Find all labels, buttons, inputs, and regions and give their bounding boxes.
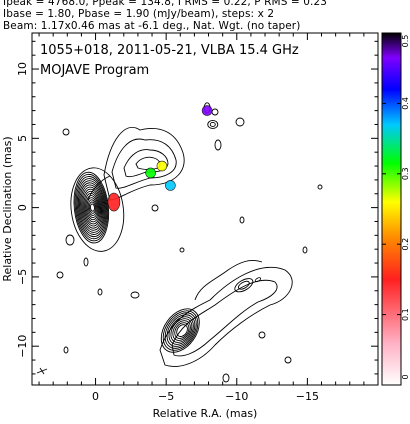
knot-contour [162,310,199,351]
noise-contour [235,117,245,127]
lobe-contour [234,278,254,293]
contour-layer [56,102,323,383]
core-contour [85,195,99,221]
x-tick-label: −5 [158,390,174,403]
noise-contour [63,346,69,354]
noise-contour [130,291,140,299]
colorbar-tick-label: 0 [401,374,410,379]
polarization-patch [165,180,176,191]
axis-ticks: 0 −5 −10 −15 10 5 0 −5 −10 [16,33,378,403]
blob-contour [209,122,216,127]
knot-contour [172,320,191,341]
jet-contour [87,175,111,201]
core-contour [87,199,97,216]
polarization-patch [201,105,213,116]
noise-contour [302,246,308,254]
header-line-2: Ibase = 1.80, Pbase = 1.90 (mJy/beam), s… [3,8,275,20]
knot-contour [164,312,197,349]
core-contour [77,180,106,235]
noise-contour [56,271,64,279]
colorbar [381,32,402,386]
noise-contour [284,356,292,364]
core-contour [75,176,108,240]
x-tick-label: −15 [296,390,319,403]
chart-title: 1055+018, 2011-05-21, VLBA 15.4 GHz [40,43,299,58]
y-tick-label: −10 [16,335,29,358]
jet-contour [103,127,185,201]
lobe-contour [159,266,293,367]
core-contour [82,188,102,227]
knot-contour [174,322,190,339]
core-contour [76,178,107,238]
lobe-contour [237,280,250,290]
noise-contour [179,247,185,253]
core-contour [70,167,125,252]
lobe-contour [254,277,262,283]
chart-subtitle: MOJAVE Program [40,63,149,78]
core-contour [89,203,95,212]
y-tick-label: 0 [16,204,29,211]
y-tick-label: −5 [16,269,29,285]
noise-contour [151,204,159,212]
colorbar-tick-label: 0.4 [401,97,410,110]
colorbar-tick-label: 0.5 [401,35,410,48]
core-contour [88,201,96,214]
knot-contour [160,308,200,353]
colorbar-tick-label: 0.1 [401,308,410,321]
blob-contour [207,120,219,129]
core-contour [81,186,103,229]
core-contour [83,190,101,225]
colorbar-ticks: 0 0.1 0.2 0.3 0.4 0.5 [382,32,410,386]
noise-contour [258,331,266,339]
plot-frame [31,32,379,386]
noise-contour [65,234,75,246]
noise-contour [211,108,219,116]
polarization-patch [145,167,156,179]
header-line-3: Beam: 1.17x0.46 mas at -6.1 deg., Nat. W… [3,20,301,32]
polarization-patch [156,160,168,172]
polarization-patch [107,192,121,212]
y-tick-label: 10 [16,62,29,76]
noise-contour [214,139,222,151]
core-contour [86,197,98,219]
x-axis-label: Relative R.A. (mas) [153,407,258,420]
y-tick-label: 5 [16,135,29,142]
noise-contour [83,257,89,267]
y-axis-label: Relative Declination (mas) [1,136,14,281]
lobe-contour [194,259,263,301]
noise-contour [222,373,230,383]
jet-contour [111,138,177,189]
noise-contour [97,288,103,296]
noise-contour [239,216,245,224]
knot-contour [166,314,196,347]
noise-contour [62,128,70,136]
core-contour [74,173,109,242]
core-contour [79,182,105,233]
core-contour [84,192,100,223]
beam-marker [36,367,48,375]
x-tick-label: 0 [92,390,99,403]
lobe-contour [171,279,278,357]
jet-contour [123,149,169,178]
jet-contour [135,156,161,170]
header-line-1: Ipeak = 4768.0, Ppeak = 134.8, I RMS = 0… [3,0,328,8]
core-contour [80,184,104,231]
x-tick-label: −10 [225,390,248,403]
colorbar-tick-label: 0.2 [401,238,410,251]
colorbar-tick-label: 0.3 [401,167,410,180]
polarization-layer [107,105,213,212]
noise-contour [317,184,323,190]
